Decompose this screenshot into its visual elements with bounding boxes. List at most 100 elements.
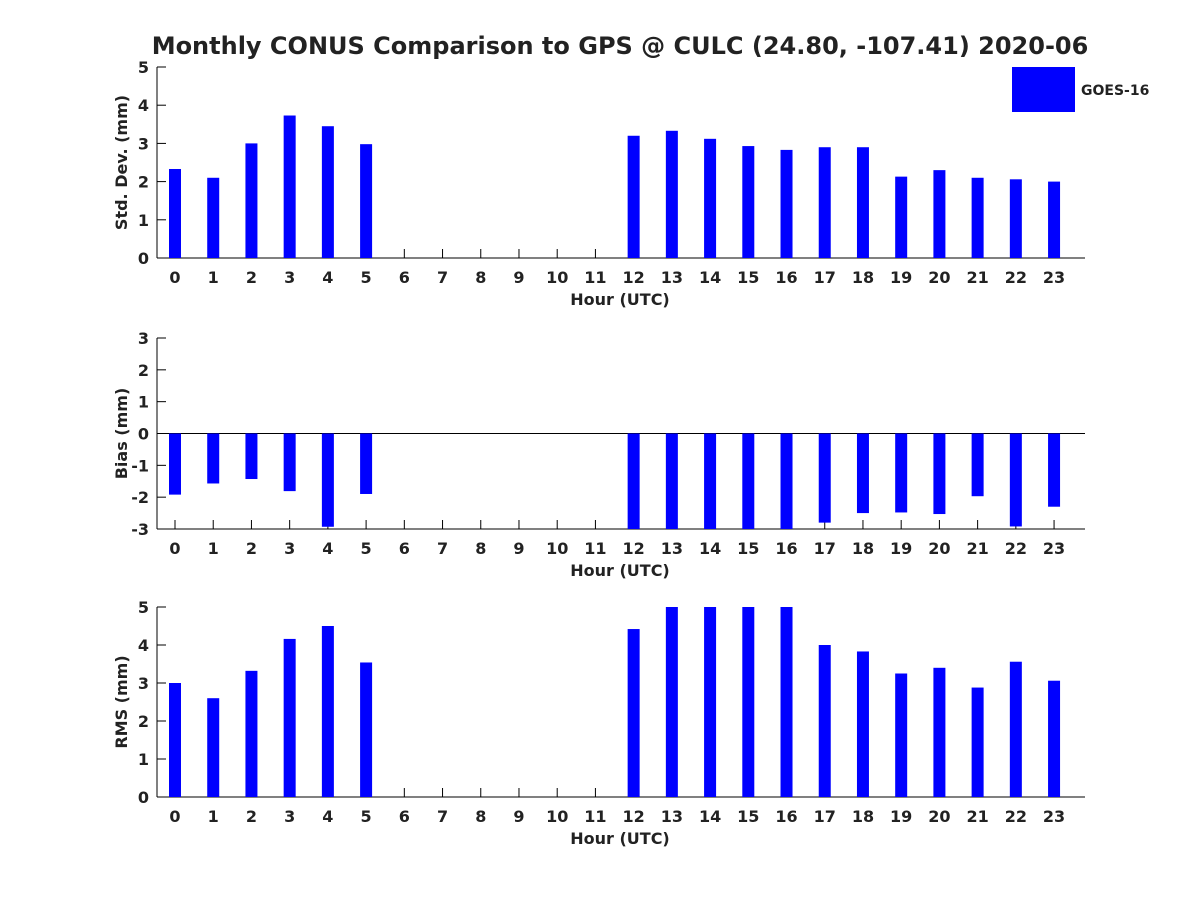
bar-hour-18 [856, 147, 869, 258]
x-tick-label: 18 [852, 268, 874, 287]
bar-hour-2 [245, 143, 258, 258]
bar-hour-21 [971, 687, 984, 797]
x-tick-label: 8 [475, 268, 486, 287]
x-tick-label: 18 [852, 539, 874, 558]
x-tick-label: 7 [437, 539, 448, 558]
x-tick-label: 9 [513, 807, 524, 826]
y-tick-label: 0 [138, 425, 149, 444]
x-tick-label: 9 [513, 268, 524, 287]
bar-hour-17 [818, 645, 831, 797]
x-tick-label: 14 [699, 539, 721, 558]
bar-hour-5 [360, 433, 373, 494]
bar-hour-1 [207, 177, 220, 258]
bar-hour-16 [780, 149, 793, 258]
bar-hour-1 [207, 698, 220, 797]
y-axis-label: Bias (mm) [112, 388, 131, 480]
bar-hour-15 [742, 433, 755, 529]
y-tick-label: 4 [138, 96, 149, 115]
y-tick-label: 3 [138, 674, 149, 693]
bar-hour-0 [169, 683, 181, 797]
bar-hour-18 [856, 651, 869, 797]
x-tick-label: 2 [246, 807, 257, 826]
bar-hour-4 [321, 626, 334, 797]
y-tick-label: 3 [138, 134, 149, 153]
bar-hour-17 [818, 433, 831, 523]
y-tick-label: 2 [138, 173, 149, 192]
x-tick-label: 20 [928, 268, 950, 287]
x-tick-label: 13 [661, 268, 683, 287]
x-tick-label: 4 [322, 539, 333, 558]
bar-hour-2 [245, 670, 258, 797]
x-tick-label: 1 [208, 268, 219, 287]
bar-hour-15 [742, 607, 755, 797]
y-axis-label: Std. Dev. (mm) [112, 95, 131, 230]
x-tick-label: 21 [966, 807, 988, 826]
legend: GOES-16 [1012, 67, 1149, 112]
x-tick-label: 3 [284, 807, 295, 826]
x-tick-label: 23 [1043, 268, 1065, 287]
bar-hour-12 [627, 629, 640, 797]
x-tick-label: 11 [584, 539, 606, 558]
x-tick-label: 5 [361, 539, 372, 558]
x-tick-label: 6 [399, 539, 410, 558]
y-tick-label: 0 [138, 249, 149, 268]
bar-hour-13 [665, 433, 678, 529]
x-tick-label: 16 [775, 807, 797, 826]
bar-hour-16 [780, 607, 793, 797]
x-tick-label: 22 [1005, 268, 1027, 287]
bar-hour-4 [321, 433, 334, 527]
bar-hour-14 [704, 138, 717, 258]
x-tick-label: 19 [890, 807, 912, 826]
bar-hour-14 [704, 433, 717, 529]
x-tick-label: 15 [737, 268, 759, 287]
x-tick-label: 1 [208, 539, 219, 558]
x-tick-label: 11 [584, 807, 606, 826]
legend-swatch-goes-16 [1012, 67, 1075, 112]
x-tick-label: 14 [699, 807, 721, 826]
y-axis-label: RMS (mm) [112, 655, 131, 748]
x-tick-label: 5 [361, 807, 372, 826]
bar-hour-14 [704, 607, 717, 797]
y-tick-label: -2 [131, 488, 149, 507]
x-tick-label: 1 [208, 807, 219, 826]
x-tick-label: 0 [169, 268, 180, 287]
x-tick-label: 21 [966, 539, 988, 558]
x-tick-label: 16 [775, 539, 797, 558]
bar-hour-12 [627, 433, 640, 529]
bar-hour-5 [360, 144, 373, 258]
x-tick-label: 10 [546, 539, 568, 558]
bar-hour-19 [895, 673, 908, 797]
bar-hour-13 [665, 130, 678, 258]
x-tick-label: 20 [928, 539, 950, 558]
x-tick-label: 18 [852, 807, 874, 826]
y-tick-label: 1 [138, 211, 149, 230]
x-axis-label: Hour (UTC) [570, 561, 670, 580]
chart-title: Monthly CONUS Comparison to GPS @ CULC (… [152, 32, 1089, 60]
x-tick-label: 22 [1005, 807, 1027, 826]
y-tick-label: 3 [138, 329, 149, 348]
bar-hour-0 [169, 433, 181, 495]
bar-hour-23 [1048, 680, 1061, 797]
x-tick-label: 2 [246, 539, 257, 558]
x-tick-label: 15 [737, 807, 759, 826]
y-tick-label: 4 [138, 636, 149, 655]
bar-hour-20 [933, 433, 946, 515]
bar-hour-0 [169, 168, 181, 258]
bar-hour-15 [742, 146, 755, 258]
x-axis-label: Hour (UTC) [570, 829, 670, 848]
x-tick-label: 11 [584, 268, 606, 287]
x-tick-label: 23 [1043, 807, 1065, 826]
x-tick-label: 12 [623, 807, 645, 826]
bar-hour-20 [933, 667, 946, 797]
x-tick-label: 7 [437, 268, 448, 287]
x-tick-label: 9 [513, 539, 524, 558]
bar-hour-3 [283, 115, 296, 258]
x-tick-label: 8 [475, 807, 486, 826]
x-tick-label: 22 [1005, 539, 1027, 558]
bar-hour-21 [971, 177, 984, 258]
bar-hour-4 [321, 126, 334, 259]
x-tick-label: 14 [699, 268, 721, 287]
x-tick-label: 15 [737, 539, 759, 558]
